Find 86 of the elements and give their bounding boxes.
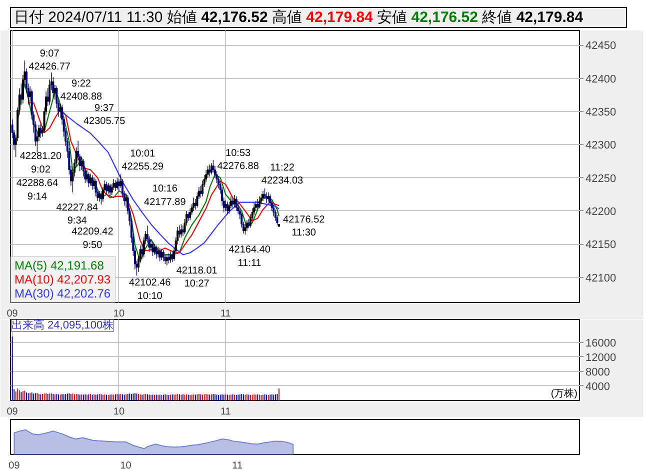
- annotation: 11:22 42234.03: [261, 162, 304, 187]
- y-tick-label: 4000: [586, 380, 610, 393]
- x-tick-label: 10: [113, 406, 125, 418]
- annotation: 42164.40 11:11: [228, 244, 271, 269]
- candlestick: [171, 252, 174, 262]
- annotation: 9:37 42305.75: [83, 102, 126, 127]
- candlestick: [248, 218, 250, 229]
- candlestick: [141, 244, 144, 260]
- chart-title: 出来高 24,095,100株: [12, 318, 114, 332]
- candlestick: [164, 254, 166, 264]
- x-tick-label: 09: [6, 308, 18, 320]
- candlestick: [80, 156, 83, 170]
- candlestick: [125, 193, 128, 208]
- annotation: 42102.46 10:10: [129, 278, 172, 302]
- x-tick-label: 11: [220, 406, 232, 418]
- chart-title: 日付 2024/07/11 11:30 始値 42,176.52 高値 42,179.84 安値 42,176.52 終値 42,179.84: [14, 9, 584, 26]
- candlestick: [256, 198, 259, 210]
- candlestick: [160, 248, 163, 260]
- annotation: 9:07 42426.77: [28, 48, 71, 73]
- y-tick-label: 42150: [586, 239, 616, 252]
- annotation: 10:01 42255.29: [122, 148, 164, 172]
- annotation: 42176.52 11:30: [283, 214, 326, 239]
- y-tick-label: 12000: [586, 352, 616, 364]
- candlestick: [155, 245, 158, 260]
- x-tick-label: 11: [232, 460, 243, 470]
- candlestick: [94, 178, 97, 197]
- y-tick-label: 16000: [586, 337, 616, 350]
- x-tick-label: 10: [120, 460, 132, 470]
- candlestick: [88, 172, 90, 188]
- candlestick: [246, 220, 248, 232]
- candlestick: [264, 188, 266, 200]
- candlestick: [120, 174, 122, 188]
- y-tick-label: 42350: [586, 106, 616, 118]
- y-tick-label: 42400: [586, 73, 616, 86]
- annotation: 9:22 42408.88: [60, 78, 103, 103]
- y-tick-label: 42200: [586, 206, 616, 218]
- candlestick: [189, 208, 192, 221]
- annotation: 42118.01 10:27: [176, 265, 218, 290]
- candlestick: [166, 254, 168, 266]
- text: MA(10) 42,207.93: [14, 272, 111, 286]
- x-tick-label: 11: [220, 308, 232, 320]
- candlestick: [262, 190, 264, 202]
- candlestick: [100, 190, 102, 206]
- candlestick: [266, 192, 268, 204]
- candlestick: [91, 174, 94, 190]
- x-tick-label: 09: [6, 406, 18, 418]
- y-tick-label: 8000: [586, 366, 610, 378]
- annotation: 42281.20 9:02: [20, 151, 62, 176]
- annotation: 42227.84 9:34: [56, 202, 98, 227]
- candlestick: [162, 250, 164, 262]
- candlestick: [93, 177, 96, 190]
- candlestick: [152, 241, 154, 256]
- x-tick-label: 09: [8, 460, 20, 470]
- candlestick: [192, 197, 195, 212]
- candlestick: [157, 246, 160, 258]
- y-tick-label: 42100: [586, 272, 616, 284]
- candlestick: [180, 224, 182, 238]
- text: MA(30) 42,202.76: [14, 286, 111, 300]
- y-axis-title: (万株): [550, 388, 578, 400]
- text: MA(5) 42,191.68: [14, 258, 104, 272]
- candlestick: [168, 253, 170, 264]
- candlestick: [208, 164, 211, 177]
- annotation: 10:16 42177.89: [144, 184, 186, 208]
- candlestick: [109, 183, 112, 197]
- x-tick-label: 10: [113, 308, 125, 320]
- annotation: 42288.64 9:14: [16, 178, 58, 202]
- annotation: 10:53 42276.88: [217, 148, 260, 172]
- y-tick-label: 42300: [586, 140, 616, 152]
- candlestick: [258, 196, 260, 209]
- candlestick: [232, 197, 234, 208]
- candlestick: [260, 193, 262, 205]
- y-tick-label: 42450: [586, 40, 616, 52]
- candlestick: [20, 83, 22, 106]
- candlestick: [267, 192, 270, 202]
- candlestick: [224, 200, 227, 212]
- candlestick: [244, 224, 246, 235]
- candlestick: [235, 196, 238, 212]
- candlestick: [182, 225, 184, 237]
- candlestick: [116, 177, 118, 190]
- candlestick: [272, 204, 275, 217]
- candlestick: [59, 103, 62, 118]
- candlestick: [107, 182, 110, 194]
- y-tick-label: 42250: [586, 172, 616, 185]
- annotation: 42209.42 9:50: [72, 226, 114, 251]
- candlestick: [29, 86, 32, 102]
- candlestick: [206, 165, 209, 178]
